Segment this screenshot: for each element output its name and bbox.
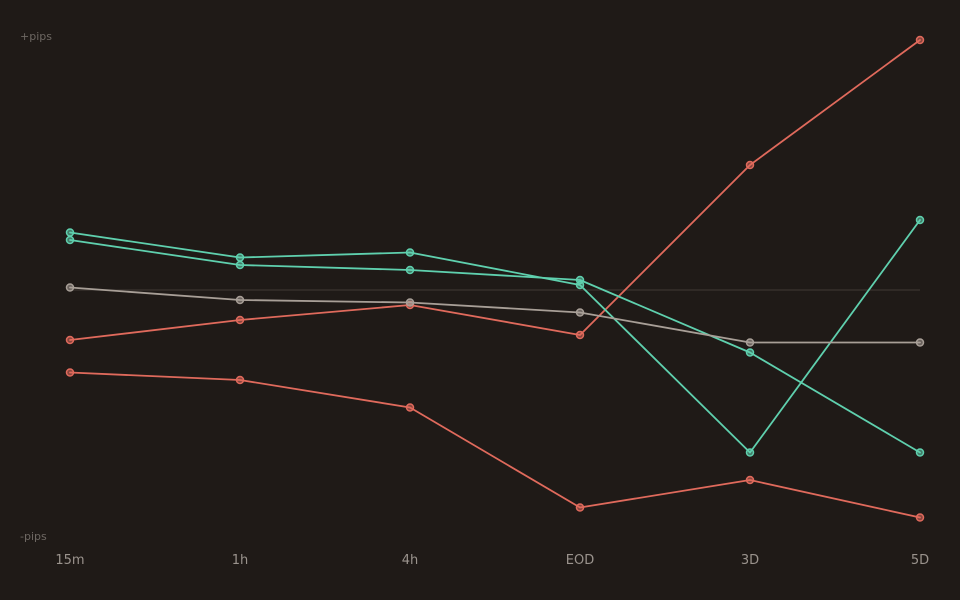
data-point [745,160,755,170]
data-point [405,265,415,275]
series-5 [65,368,925,522]
data-point [575,275,585,285]
series-line [69,239,921,454]
data-point [235,315,245,325]
data-point [65,335,75,345]
data-point [745,348,755,357]
data-point [915,513,925,522]
data-point [405,248,415,257]
series-line [69,286,921,344]
data-point [235,260,245,270]
data-point [575,330,585,340]
x-tick-label: 5D [911,553,929,568]
x-tick-label: EOD [566,553,594,568]
data-point [65,235,75,245]
data-point [65,228,75,237]
data-point [745,448,755,457]
series-4 [65,283,925,347]
x-tick-label: 4h [402,553,419,568]
x-tick-label: 1h [232,553,249,568]
y-axis-top-label: +pips [20,30,52,43]
data-point [65,283,75,292]
data-point [915,215,925,225]
data-point [235,375,245,385]
data-point [65,368,75,377]
series-line [69,371,921,519]
series-1 [65,35,925,345]
x-tick-label: 15m [55,553,84,568]
series-3 [65,235,925,457]
data-point [915,35,925,45]
data-point [235,253,245,262]
data-point [745,475,755,485]
y-axis-bottom-label: -pips [20,530,47,543]
data-point [745,338,755,347]
data-point [575,503,585,512]
data-point [235,295,245,305]
series-line [69,219,921,454]
data-point [405,403,415,412]
series-layer [65,35,925,522]
data-point [575,308,585,317]
series-line [69,39,921,341]
x-axis-ticks: 15m 1h 4h EOD 3D 5D [55,553,929,568]
x-tick-label: 3D [741,553,759,568]
data-point [405,298,415,307]
data-point [915,338,925,347]
data-point [915,448,925,457]
series-2 [65,215,925,457]
